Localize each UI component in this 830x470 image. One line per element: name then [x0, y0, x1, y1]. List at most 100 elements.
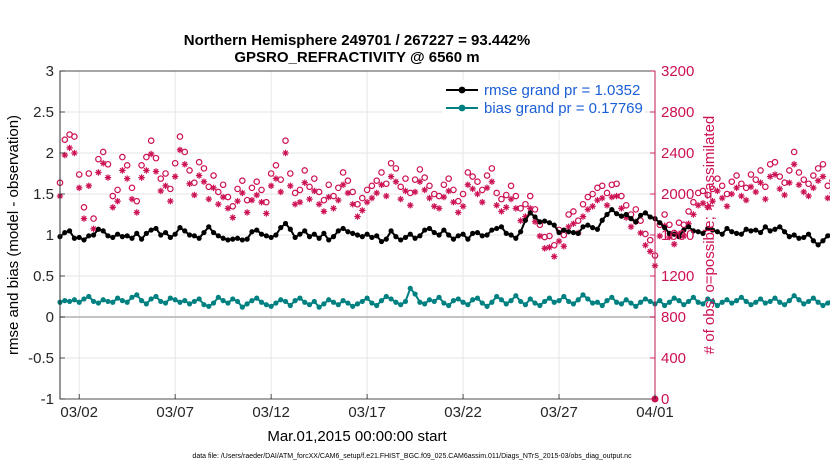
assimilated-obs-point: [133, 209, 140, 216]
rmse-point: [402, 234, 409, 241]
assimilated-obs-point: [95, 169, 102, 176]
bias-point: [206, 303, 212, 309]
bias-point: [738, 294, 744, 300]
bias-point: [700, 301, 706, 307]
rmse-point: [350, 230, 356, 236]
assimilated-obs-point: [493, 202, 500, 209]
rmse-point: [340, 225, 346, 232]
possible-obs-point: [205, 183, 213, 191]
assimilated-obs-point: [387, 173, 395, 180]
rmse-point: [153, 225, 159, 232]
possible-obs-point: [239, 177, 246, 184]
bias-point: [254, 295, 260, 301]
assimilated-obs-point: [109, 204, 116, 211]
rmse-point: [86, 233, 92, 239]
rmse-point: [273, 232, 279, 238]
bias-point: [297, 295, 303, 301]
rmse-point: [642, 210, 649, 216]
possible-obs-point: [339, 169, 347, 176]
bias-point: [441, 300, 447, 306]
rmse-point: [494, 225, 500, 232]
bias-point: [268, 303, 274, 309]
assimilated-obs-point: [167, 197, 174, 205]
bias-point: [551, 299, 557, 305]
bias-point: [71, 297, 77, 303]
x-tick-label-2: 03/12: [252, 404, 290, 421]
right-tick-label-2: 800: [661, 309, 686, 326]
rmse-point: [647, 214, 653, 220]
bias-point: [489, 299, 495, 305]
assimilated-obs-point: [147, 150, 155, 158]
possible-obs-point: [71, 133, 78, 140]
rmse-point: [426, 225, 433, 232]
bias-point: [657, 298, 663, 304]
assimilated-obs-point: [80, 215, 88, 222]
bias-point: [402, 298, 409, 305]
possible-obs-point: [507, 182, 515, 190]
rmse-point: [772, 226, 778, 232]
rmse-point: [753, 227, 759, 233]
possible-obs-point: [287, 170, 294, 177]
bias-point: [810, 295, 816, 301]
possible-obs-point: [685, 208, 692, 215]
possible-obs-point: [138, 162, 145, 169]
left-tick-label-5: 1.5: [33, 186, 54, 203]
rmse-point: [278, 225, 284, 231]
possible-obs-point: [234, 185, 241, 193]
possible-obs-point: [195, 158, 203, 166]
rmse-point: [330, 234, 337, 240]
bias-point: [412, 291, 418, 297]
assimilated-obs-point: [291, 201, 299, 208]
rmse-point: [263, 233, 269, 239]
rmse-point: [129, 235, 135, 241]
right-tick-label-4: 1600: [661, 227, 694, 244]
rmse-point: [676, 234, 682, 240]
bias-point: [143, 301, 149, 307]
possible-obs-point: [162, 170, 169, 177]
possible-obs-point: [445, 175, 452, 182]
possible-obs-point: [728, 178, 736, 186]
bias-point: [474, 295, 481, 301]
rmse-point: [436, 232, 442, 238]
assimilated-obs-point: [512, 205, 520, 212]
possible-obs-point: [502, 191, 510, 199]
rmse-point: [786, 234, 792, 240]
possible-obs-point: [642, 230, 649, 238]
possible-obs-point: [128, 184, 136, 192]
bias-point: [162, 300, 169, 306]
bias-point: [422, 301, 428, 307]
rmse-point: [561, 227, 567, 233]
possible-obs-point: [786, 167, 793, 174]
possible-obs-point: [378, 169, 385, 176]
assimilated-obs-point: [450, 199, 457, 206]
right-tick-label-3: 1200: [661, 268, 694, 285]
right-y-axis: 0 400 800 1200 1600 2000 2400 2800 3200: [650, 63, 694, 408]
bias-point: [350, 303, 356, 309]
possible-obs-point: [790, 148, 798, 156]
rmse-point: [484, 232, 490, 238]
possible-obs-point: [291, 189, 299, 197]
rmse-point: [134, 230, 140, 236]
assimilated-obs-point: [474, 190, 481, 198]
possible-obs-point: [75, 171, 83, 178]
assimilated-obs-point: [733, 184, 740, 192]
bias-point: [594, 299, 601, 305]
rmse-point: [748, 228, 754, 234]
assimilated-obs-point: [584, 206, 592, 213]
right-tick-label-1: 400: [661, 350, 686, 367]
bias-point: [618, 301, 625, 307]
possible-obs-point: [301, 167, 309, 174]
assimilated-obs-point: [786, 179, 793, 186]
rmse-point: [575, 230, 581, 236]
rmse-point: [815, 242, 821, 248]
rmse-point: [537, 219, 543, 225]
x-tick-label-3: 03/17: [348, 404, 386, 421]
possible-obs-point: [277, 176, 285, 183]
assimilated-obs-point: [71, 149, 78, 157]
bias-point: [234, 298, 241, 305]
assimilated-obs-point: [723, 203, 731, 210]
possible-obs-point: [584, 193, 592, 201]
possible-obs-point: [795, 169, 803, 176]
right-tick-label-5: 2000: [661, 186, 694, 203]
